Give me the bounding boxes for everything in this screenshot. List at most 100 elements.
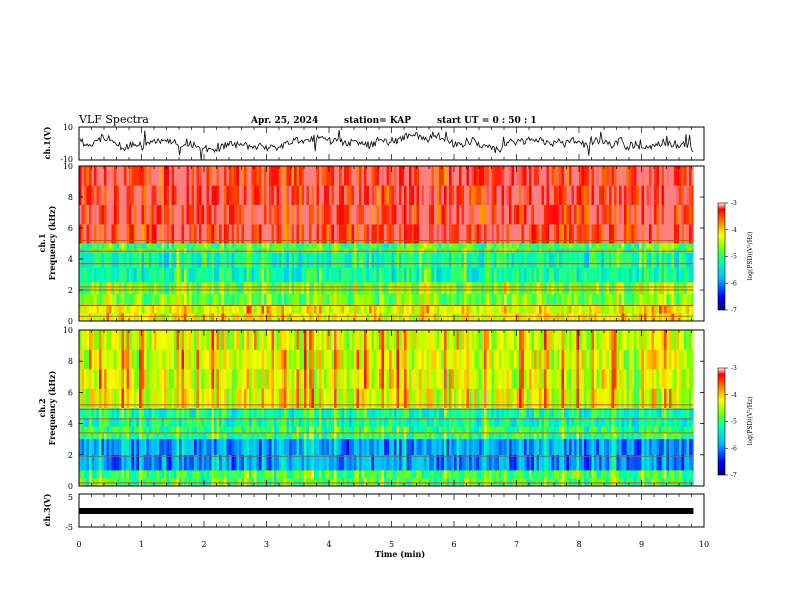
spectrogram-cell: [326, 313, 330, 322]
spectrogram-cell: [446, 224, 450, 244]
spectrogram-cell: [496, 313, 500, 322]
spectrogram-cell: [99, 478, 102, 487]
spectrogram-cell: [469, 313, 472, 322]
spectrogram-cell: [326, 408, 330, 418]
spectrogram-cell: [211, 478, 215, 487]
spectrogram-cell: [151, 185, 155, 206]
spectrogram-cell: [274, 408, 277, 418]
spectrogram-cell: [579, 204, 582, 225]
spectrogram-cell: [641, 293, 645, 306]
spectrogram-cell: [276, 478, 280, 487]
spectrogram-cell: [634, 204, 637, 225]
spectrogram-cell: [131, 432, 135, 440]
spectrogram-cell: [114, 330, 117, 350]
spectrogram-cell: [266, 166, 270, 186]
spectrogram-cell: [249, 224, 252, 244]
spectrogram-cell: [144, 305, 147, 314]
spectrogram-cell: [351, 330, 355, 350]
spectrogram-cell: [101, 454, 105, 471]
spectrogram-cell: [196, 478, 200, 487]
spectrogram-cell: [161, 369, 165, 389]
spectrogram-cell: [196, 313, 200, 322]
spectrogram-cell: [209, 204, 212, 225]
spectrogram-cell: [181, 243, 185, 249]
spectrogram-cell: [466, 224, 470, 244]
spectrogram-cell: [219, 185, 222, 206]
spectrogram-cell: [539, 166, 542, 186]
spectrogram-cell: [151, 282, 155, 295]
spectrogram-cell: [551, 293, 555, 306]
spectrogram-cell: [401, 417, 405, 428]
spectrogram-cell: [286, 432, 290, 440]
spectrogram-cell: [491, 248, 495, 254]
spectrogram-cell: [476, 243, 480, 249]
spectrogram-cell: [594, 185, 597, 206]
spectrogram-cell: [316, 369, 320, 389]
spectrogram-cell: [236, 293, 240, 306]
spectrogram-cell: [206, 470, 210, 479]
spectrogram-cell: [521, 293, 525, 306]
spectrogram-cell: [389, 282, 392, 295]
spectrogram-cell: [416, 349, 420, 370]
spectrogram-cell: [189, 252, 192, 268]
spectrogram-cell: [104, 439, 107, 456]
spectrogram-cell: [461, 293, 465, 306]
spectrogram-cell: [529, 282, 532, 295]
spectrogram-cell: [301, 478, 305, 487]
spectrogram-cell: [534, 224, 537, 244]
spectrogram-cell: [659, 267, 662, 283]
spectrogram-cell: [671, 185, 675, 206]
spectrogram-cell: [139, 305, 142, 314]
spectrogram-cell: [461, 224, 465, 244]
spectrogram-cell: [291, 388, 295, 409]
spectrogram-cell: [569, 204, 572, 225]
spectrogram-cell: [401, 349, 405, 370]
spectrogram-cell: [119, 267, 122, 283]
spectrogram-cell: [101, 432, 105, 440]
spectrogram-cell: [116, 349, 120, 370]
spectrogram-cell: [264, 478, 267, 487]
spectrogram-cell: [244, 330, 247, 350]
spectrogram-cell: [289, 417, 292, 428]
spectrogram-cell: [166, 470, 170, 479]
spectrogram-cell: [691, 313, 694, 322]
spectrogram-cell: [469, 252, 472, 268]
spectrogram-cell: [159, 282, 162, 295]
spectrogram-cell: [676, 243, 680, 249]
spectrogram-cell: [391, 243, 395, 249]
spectrogram-cell: [229, 313, 232, 322]
spectrogram-cell: [299, 417, 302, 428]
spectrogram-cell: [394, 439, 397, 456]
spectrogram-cell: [356, 454, 360, 471]
spectrogram-cell: [506, 243, 510, 249]
frequency-tick-label: 8: [68, 193, 73, 202]
spectrogram-cell: [99, 185, 102, 206]
spectrogram-cell: [234, 454, 237, 471]
spectrogram-cell: [671, 248, 675, 254]
spectrogram-cell: [251, 330, 255, 350]
spectrogram-cell: [214, 439, 217, 456]
spectrogram-cell: [411, 243, 415, 249]
spectrogram-cell: [311, 224, 315, 244]
spectrogram-cell: [114, 388, 117, 409]
spectrogram-cell: [641, 248, 645, 254]
spectrogram-cell: [341, 204, 345, 225]
spectrogram-cell: [284, 369, 287, 389]
spectrogram-cell: [261, 282, 265, 295]
spectrogram-cell: [116, 313, 120, 322]
spectrogram-cell: [129, 224, 132, 244]
spectrogram-cell: [314, 454, 317, 471]
spectrogram-cell: [556, 267, 560, 283]
spectrogram-cell: [364, 252, 367, 268]
spectrogram-cell: [119, 349, 122, 370]
spectrogram-cell: [396, 267, 400, 283]
spectrogram-cell: [241, 313, 245, 322]
spectrogram-cell: [411, 293, 415, 306]
spectrogram-cell: [124, 248, 127, 254]
spectrogram-cell: [439, 478, 442, 487]
spectrogram-cell: [201, 470, 205, 479]
spectrogram-cell: [501, 243, 505, 249]
spectrogram-cell: [144, 185, 147, 206]
spectrogram-cell: [249, 417, 252, 428]
spectrogram-cell: [349, 243, 352, 249]
